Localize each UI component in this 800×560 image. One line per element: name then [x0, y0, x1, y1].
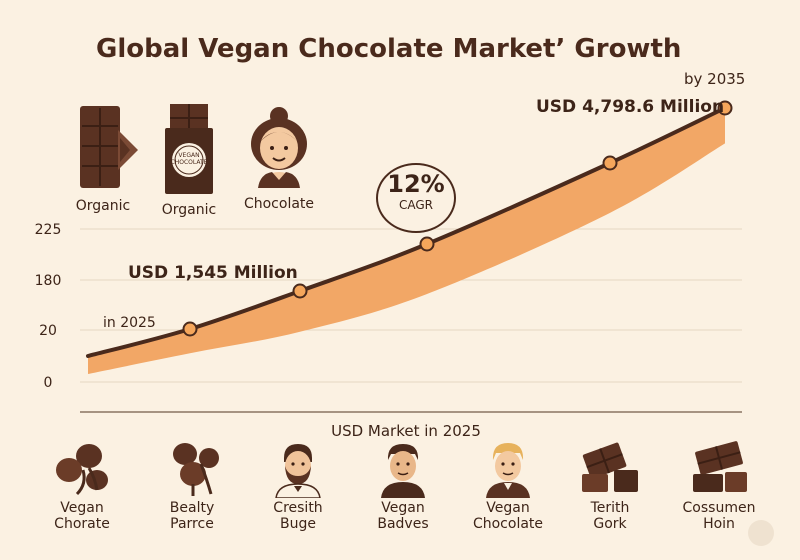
- data-point-marker: [292, 283, 308, 299]
- man-avatar-icon: [381, 444, 425, 498]
- bottom-label: Bealty Parrce: [169, 500, 215, 532]
- bottom-item-7: Cossumen Hoin: [664, 440, 774, 532]
- top-label-chocolate: Chocolate: [243, 196, 315, 212]
- x-axis-label: USD Market in 2025: [331, 422, 481, 440]
- annotation-label: in 2025: [103, 315, 156, 331]
- data-point-marker: [717, 100, 733, 116]
- bottom-item-5: Vegan Chocolate: [453, 440, 563, 532]
- corner-badge: [748, 520, 774, 546]
- annotation-label: USD 1,545 Million: [128, 263, 298, 283]
- chocolate-pieces-icon: [693, 441, 747, 492]
- bottom-item-3: Cresith Buge: [243, 440, 353, 532]
- bearded-man-avatar-icon: [275, 444, 321, 498]
- y-tick-label: 180: [35, 273, 62, 289]
- cagr-value: 12%: [387, 170, 445, 198]
- annotations: in 2025 USD 1,545 Million USD 4,798.6 Mill…: [103, 70, 745, 331]
- cagr-badge: 12% CAGR: [376, 163, 456, 233]
- vegan-chocolate-package-icon: [165, 104, 213, 194]
- chocolate-bar-icon: [80, 106, 138, 188]
- y-tick-labels: 0 20 180 225: [35, 222, 62, 391]
- data-point-marker: [602, 155, 618, 171]
- bottom-label: Vegan Chorate: [54, 500, 110, 532]
- package-text: VEGAN CHOCOLATE: [170, 152, 208, 166]
- top-label-organic: Organic: [75, 198, 131, 214]
- cocoa-pods-icon: [56, 444, 108, 496]
- y-tick-label: 0: [44, 375, 53, 391]
- data-point-marker: [182, 321, 198, 337]
- y-tick-label: 225: [35, 222, 62, 238]
- cocoa-pods-icon: [173, 443, 219, 496]
- bottom-item-6: Terith Gork: [555, 440, 665, 532]
- annotation-label: by 2035: [684, 70, 745, 88]
- bottom-label: Cossumen Hoin: [682, 500, 756, 532]
- chocolate-pieces-icon: [582, 442, 638, 492]
- bottom-label: Terith Gork: [590, 500, 630, 532]
- bottom-item-1: Vegan Chorate: [27, 440, 137, 532]
- bottom-label: Vegan Badves: [377, 500, 429, 532]
- blond-man-avatar-icon: [486, 443, 530, 498]
- bottom-label: Cresith Buge: [273, 500, 323, 532]
- bottom-item-4: Vegan Badves: [348, 440, 458, 532]
- bottom-label: Vegan Chocolate: [472, 500, 544, 532]
- y-tick-label: 20: [39, 323, 57, 339]
- top-label-organic-package: Organic: [161, 202, 217, 218]
- annotation-label: USD 4,798.6 Million: [536, 97, 724, 117]
- data-point-marker: [419, 236, 435, 252]
- cagr-label: CAGR: [398, 198, 433, 212]
- data-markers: [182, 100, 733, 337]
- growth-area-band: [88, 108, 725, 374]
- bottom-item-2: Bealty Parrce: [137, 440, 247, 532]
- woman-avatar-icon: [251, 107, 307, 188]
- chart-title: Global Vegan Chocolate Market’ Growth: [96, 34, 682, 64]
